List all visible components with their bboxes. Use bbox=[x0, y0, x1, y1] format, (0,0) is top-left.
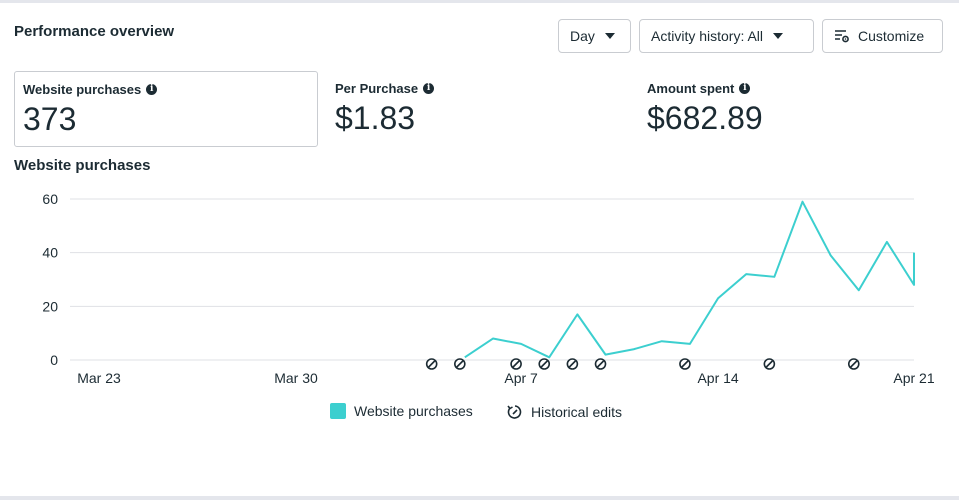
metric-value: $682.89 bbox=[647, 100, 763, 136]
legend-series-label: Website purchases bbox=[354, 403, 473, 419]
day-dropdown[interactable]: Day bbox=[558, 19, 631, 53]
historical-edit-marker[interactable] bbox=[425, 358, 438, 370]
page-title: Performance overview bbox=[14, 23, 175, 40]
x-tick-label: Apr 21 bbox=[893, 370, 934, 386]
metric-label-row: Amount spent i bbox=[647, 81, 935, 96]
activity-history-label: Activity history: All bbox=[651, 28, 764, 44]
x-tick-label: Mar 23 bbox=[77, 370, 121, 386]
customize-settings-icon bbox=[835, 30, 849, 43]
metric-amount-spent[interactable]: Amount spent i $682.89 bbox=[639, 71, 943, 147]
historical-edit-marker[interactable] bbox=[679, 358, 691, 370]
historical-edit-marker[interactable] bbox=[454, 358, 466, 370]
metric-label: Website purchases bbox=[23, 82, 142, 97]
y-tick-label: 40 bbox=[42, 245, 58, 261]
chart-title: Website purchases bbox=[14, 157, 151, 174]
historical-edit-marker[interactable] bbox=[847, 358, 860, 370]
metric-value: $1.83 bbox=[335, 100, 416, 136]
historical-edit-marker[interactable] bbox=[763, 358, 776, 370]
series-line-website-purchases bbox=[464, 200, 915, 359]
caret-down-icon bbox=[604, 33, 615, 39]
performance-overview-panel: Performance overview Day Activity histor… bbox=[0, 3, 959, 496]
customize-label: Customize bbox=[858, 28, 925, 44]
legend-historical-edits[interactable]: Historical edits bbox=[506, 403, 622, 421]
historical-edit-marker[interactable] bbox=[566, 358, 579, 370]
info-icon[interactable]: i bbox=[146, 84, 158, 95]
legend-swatch bbox=[330, 403, 346, 419]
x-tick-label: Apr 7 bbox=[504, 370, 538, 386]
x-tick-label: Mar 30 bbox=[274, 370, 318, 386]
info-icon[interactable]: i bbox=[423, 83, 435, 94]
info-icon[interactable]: i bbox=[739, 83, 751, 94]
day-dropdown-label: Day bbox=[570, 28, 595, 44]
caret-down-icon bbox=[773, 33, 784, 39]
metric-website-purchases[interactable]: Website purchases i 373 bbox=[14, 71, 318, 147]
metric-value: 373 bbox=[23, 101, 77, 137]
x-tick-label: Apr 14 bbox=[697, 370, 738, 386]
y-tick-label: 60 bbox=[42, 191, 58, 207]
customize-button[interactable]: Customize bbox=[822, 19, 943, 53]
historical-edit-marker[interactable] bbox=[510, 358, 522, 370]
metric-label: Per Purchase bbox=[335, 81, 419, 96]
metric-per-purchase[interactable]: Per Purchase i $1.83 bbox=[327, 71, 631, 147]
metric-label: Amount spent bbox=[647, 81, 735, 96]
y-tick-label: 20 bbox=[42, 298, 58, 314]
historical-edit-marker[interactable] bbox=[594, 358, 607, 370]
historical-edit-marker[interactable] bbox=[538, 358, 551, 370]
line-chart: 0 20 40 60 Mar 23 Mar 30 Apr 7 Apr 14 Apr 21 bbox=[42, 191, 934, 386]
legend-series[interactable]: Website purchases bbox=[330, 403, 473, 419]
historical-edits-icon bbox=[507, 405, 522, 419]
activity-history-dropdown[interactable]: Activity history: All bbox=[639, 19, 814, 53]
metric-label-row: Per Purchase i bbox=[335, 81, 623, 96]
legend-edits-label: Historical edits bbox=[531, 404, 623, 420]
metric-label-row: Website purchases i bbox=[23, 82, 309, 97]
y-tick-label: 0 bbox=[50, 352, 58, 368]
